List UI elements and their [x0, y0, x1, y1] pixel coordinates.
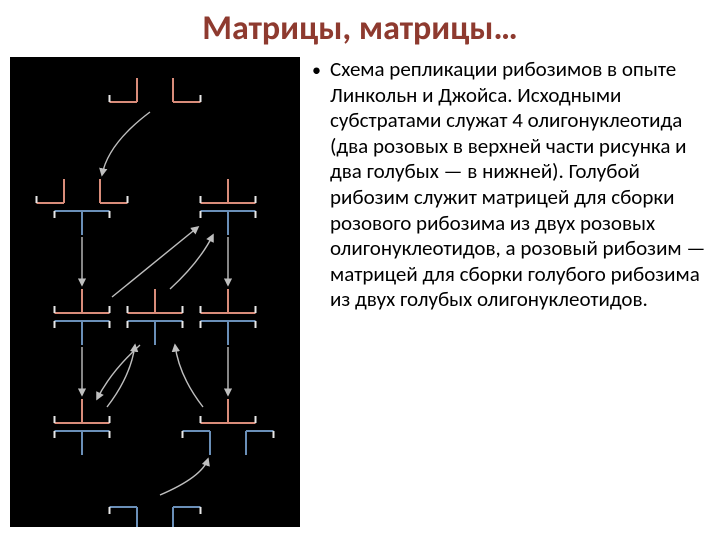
ribozyme-diagram	[10, 57, 300, 527]
bullet-text: Схема репликации рибозимов в опыте Линко…	[330, 57, 710, 313]
bullet-marker: •	[312, 57, 330, 83]
bullet-item: • Схема репликации рибозимов в опыте Лин…	[312, 57, 710, 313]
slide-title: Матрицы, матрицы…	[10, 8, 710, 49]
content-row: • Схема репликации рибозимов в опыте Лин…	[10, 57, 710, 527]
text-column: • Схема репликации рибозимов в опыте Лин…	[312, 57, 710, 527]
